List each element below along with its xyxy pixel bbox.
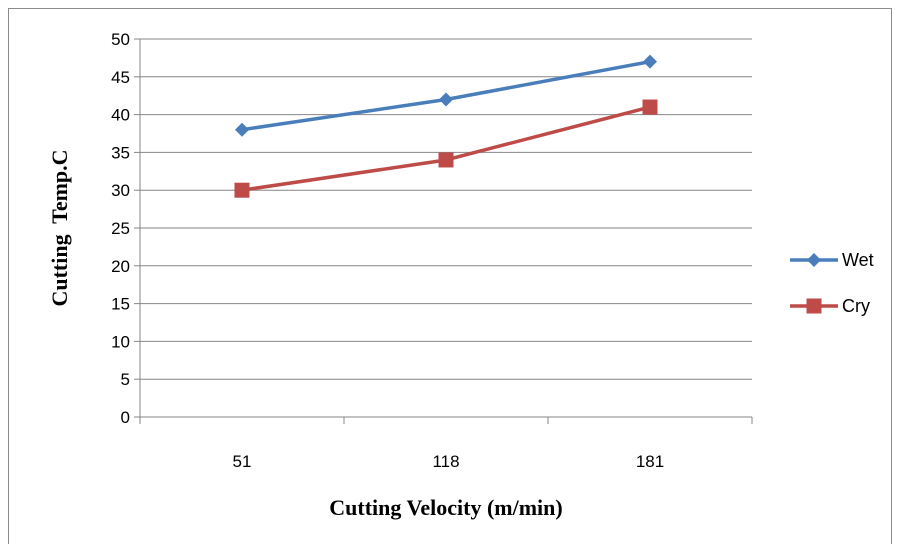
y-tick-label: 10 <box>111 332 130 351</box>
series-lines <box>234 54 658 198</box>
gridlines <box>134 38 752 418</box>
legend: Wet Cry <box>790 250 874 316</box>
x-axis-title: Cutting Velocity (m/min) <box>329 495 562 520</box>
y-tick-label: 35 <box>111 143 130 162</box>
data-point-wet <box>235 122 249 137</box>
x-tick-label: 181 <box>636 452 664 471</box>
y-tick-label: 25 <box>111 219 130 238</box>
x-tick-label: 51 <box>233 452 252 471</box>
y-tick-label: 5 <box>121 370 130 389</box>
y-tick-label: 45 <box>111 68 130 87</box>
y-tick-label: 15 <box>111 295 130 314</box>
legend-label-wet: Wet <box>842 250 874 270</box>
axes <box>139 39 753 424</box>
legend-marker-cry <box>806 298 822 314</box>
legend-label-cry: Cry <box>842 296 870 316</box>
data-point-wet <box>439 92 453 107</box>
data-point-cry <box>642 99 658 115</box>
x-tick-label: 118 <box>432 452 459 471</box>
y-axis-title: Cutting Temp.C <box>47 149 72 306</box>
data-point-wet <box>643 54 657 69</box>
y-tick-labels: 0 5 10 15 20 25 30 35 40 45 50 <box>111 30 130 427</box>
y-tick-label: 20 <box>111 257 130 276</box>
y-tick-label: 30 <box>111 181 130 200</box>
y-tick-label: 40 <box>111 106 130 125</box>
data-point-cry <box>234 182 250 198</box>
data-point-cry <box>438 152 454 168</box>
y-tick-label: 0 <box>121 408 130 427</box>
legend-marker-wet <box>807 253 821 267</box>
x-tick-labels: 51 118 181 <box>233 452 665 471</box>
y-tick-label: 50 <box>111 30 130 49</box>
